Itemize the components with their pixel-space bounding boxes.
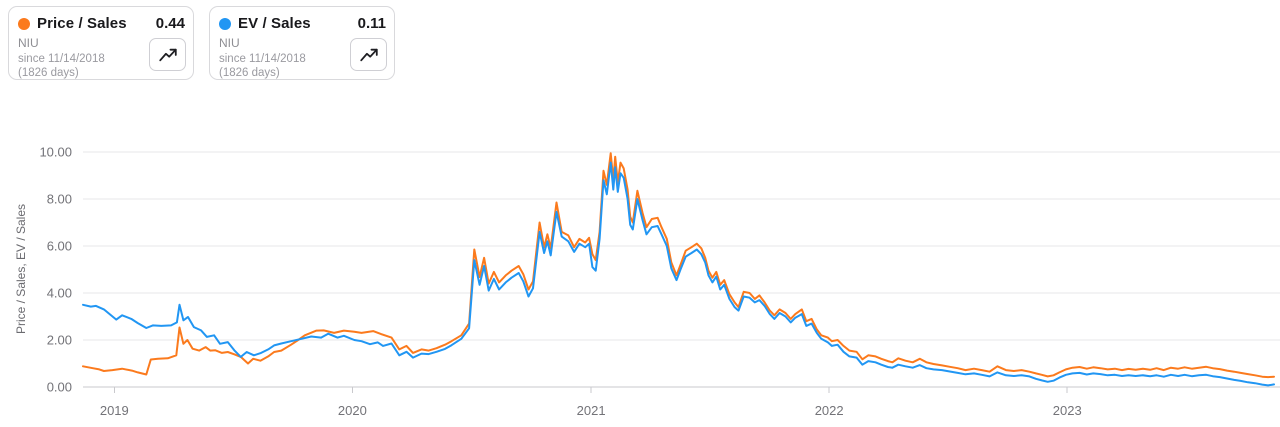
- ticker-symbol: NIU: [219, 36, 240, 50]
- metric-label: EV / Sales: [238, 15, 311, 32]
- y-tick-label: 2.00: [47, 333, 72, 348]
- ev-sales-line: [82, 161, 1275, 387]
- x-tick-label: 2022: [815, 403, 844, 418]
- y-tick-label: 8.00: [47, 192, 72, 207]
- y-axis-title: Price / Sales, EV / Sales: [14, 204, 28, 334]
- metric-card-header: EV / Sales 0.11: [219, 15, 386, 32]
- view-chart-button[interactable]: [350, 38, 387, 71]
- series-color-dot-price-sales: [18, 17, 30, 30]
- since-date-text: since 11/14/2018: [18, 53, 105, 66]
- days-count-text: (1826 days): [219, 66, 280, 79]
- x-tick-label: 2019: [100, 403, 129, 418]
- trending-up-icon: [359, 48, 378, 61]
- metric-card-ev-sales: EV / Sales 0.11 NIU since 11/14/2018 (18…: [209, 6, 395, 80]
- y-tick-label: 6.00: [47, 239, 72, 254]
- metric-value: 0.44: [155, 15, 185, 32]
- view-chart-button[interactable]: [149, 38, 186, 71]
- y-tick-label: 4.00: [47, 286, 72, 301]
- days-count-text: (1826 days): [18, 66, 79, 79]
- series-color-dot-ev-sales: [219, 17, 231, 30]
- metric-card-price-sales: Price / Sales 0.44 NIU since 11/14/2018 …: [8, 6, 194, 80]
- price-sales-line: [82, 152, 1275, 379]
- x-tick-label: 2020: [338, 403, 367, 418]
- ticker-symbol: NIU: [18, 36, 39, 50]
- since-date-text: since 11/14/2018: [219, 53, 306, 66]
- metric-card-header: Price / Sales 0.44: [18, 15, 185, 32]
- x-tick-label: 2021: [577, 403, 606, 418]
- trending-up-icon: [158, 48, 177, 61]
- x-tick-label: 2023: [1053, 403, 1082, 418]
- metric-value: 0.11: [357, 15, 386, 32]
- y-tick-label: 10.00: [39, 145, 72, 160]
- metric-label: Price / Sales: [37, 15, 127, 32]
- y-tick-label: 0.00: [47, 380, 72, 395]
